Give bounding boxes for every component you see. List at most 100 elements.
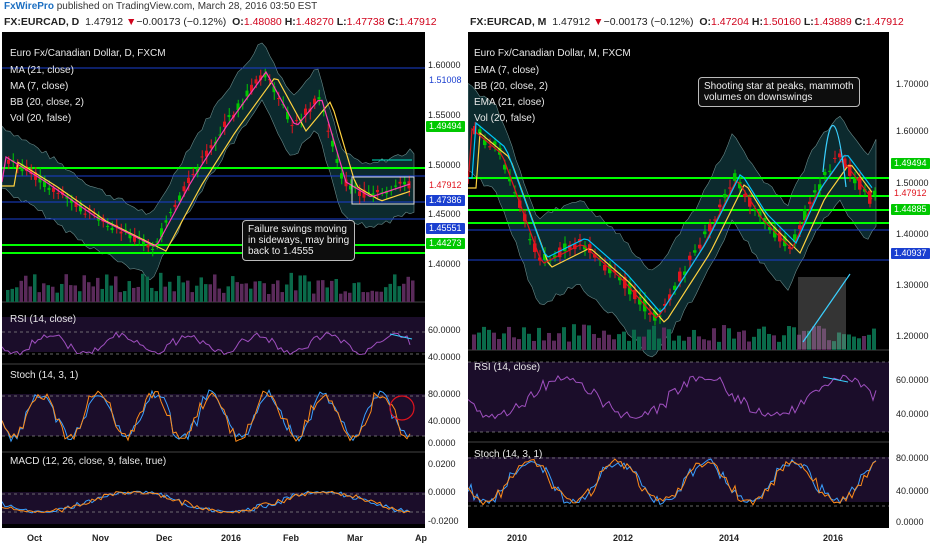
- left-annotation[interactable]: Failure swings moving in sideways, may b…: [242, 220, 356, 261]
- oscillator-line: [2, 389, 411, 443]
- volume-bar: [662, 327, 666, 350]
- candle: [286, 111, 289, 120]
- candle: [588, 244, 592, 253]
- candle: [178, 195, 181, 201]
- volume-bar: [552, 340, 556, 350]
- left-symbol[interactable]: FX:EURCAD, D: [4, 16, 80, 28]
- candle: [868, 190, 872, 204]
- volume-bar: [114, 276, 118, 302]
- volume-bar: [280, 292, 284, 302]
- consolidation-box: [351, 176, 415, 205]
- volume-bar: [136, 286, 140, 302]
- volume-bar: [837, 332, 841, 350]
- volume-bar: [186, 280, 190, 302]
- volume-bar: [622, 331, 626, 350]
- rsi-label[interactable]: RSI (14, close): [10, 314, 77, 325]
- volume-bar: [642, 336, 646, 350]
- candle: [808, 201, 812, 205]
- publisher-link[interactable]: FxWirePro: [4, 1, 54, 12]
- candle: [638, 296, 642, 305]
- volume-bar: [757, 328, 761, 350]
- volume-bar: [123, 291, 127, 302]
- rsi-label[interactable]: RSI (14, close): [474, 362, 541, 373]
- stoch-label[interactable]: Stoch (14, 3, 1): [474, 449, 543, 460]
- candle: [209, 145, 213, 149]
- price-tick: 1.50000: [428, 160, 461, 170]
- time-tick: Dec: [156, 533, 173, 543]
- volume-bar: [235, 282, 239, 302]
- candle: [317, 97, 321, 100]
- close-label: C:: [854, 16, 866, 28]
- right-symbol[interactable]: FX:EURCAD, M: [470, 16, 547, 28]
- candle: [70, 199, 73, 203]
- candle: [573, 243, 577, 250]
- volume-bar: [33, 274, 37, 302]
- macd-label[interactable]: MACD (12, 26, close, 9, false, true): [10, 456, 167, 467]
- candle: [313, 98, 316, 105]
- candle: [793, 234, 797, 243]
- volume-bar: [652, 325, 656, 350]
- volume-bar: [517, 339, 521, 350]
- price-tag: 1.40937: [891, 248, 930, 259]
- volume-bar: [492, 332, 496, 350]
- candle: [227, 115, 231, 118]
- oscillator-line: [468, 458, 877, 506]
- volume-bar: [547, 332, 551, 350]
- right-chart[interactable]: Euro Fx/Canadian Dollar, M, FXCM EMA (7,…: [468, 32, 889, 528]
- study-label[interactable]: EMA (21, close): [474, 97, 545, 108]
- volume-bar: [244, 283, 248, 302]
- candle: [798, 225, 802, 230]
- study-label[interactable]: BB (20, close, 2): [10, 97, 84, 108]
- high-label: H:: [284, 16, 296, 28]
- right-high: 1.50160: [762, 16, 801, 28]
- study-label[interactable]: MA (21, close): [10, 65, 74, 76]
- left-last-price: 1.47912: [85, 16, 124, 28]
- candle: [693, 250, 697, 253]
- candle: [568, 244, 572, 250]
- left-chart-canvas[interactable]: [2, 32, 425, 528]
- volume-bar: [339, 293, 343, 302]
- volume-bar: [542, 340, 546, 350]
- study-label[interactable]: Vol (20, false): [474, 113, 536, 124]
- volume-bar: [6, 289, 10, 302]
- volume-bar: [792, 327, 796, 350]
- volume-bar: [141, 273, 145, 302]
- volume-bar: [361, 292, 365, 302]
- candle: [533, 243, 537, 253]
- volume-bar: [857, 338, 861, 350]
- study-label[interactable]: BB (20, close, 2): [474, 81, 548, 92]
- right-annotation[interactable]: Shooting star at peaks, mammoth volumes …: [698, 77, 860, 107]
- candle: [236, 103, 240, 111]
- stoch-label[interactable]: Stoch (14, 3, 1): [10, 370, 79, 381]
- candle: [272, 86, 276, 93]
- time-axis[interactable]: Oct Nov Dec 2016 Feb Mar Ap 2010 2012 20…: [0, 528, 932, 550]
- stoch-tick: 80.0000: [428, 389, 461, 399]
- volume-bar: [352, 283, 356, 302]
- price-tick: 1.20000: [896, 331, 929, 341]
- volume-bar: [532, 340, 536, 350]
- volume-bar: [312, 293, 316, 302]
- candle: [331, 140, 334, 147]
- right-chart-canvas[interactable]: [468, 32, 889, 528]
- volume-bar: [177, 275, 181, 302]
- peak-arc: [822, 124, 847, 188]
- study-label[interactable]: MA (7, close): [10, 81, 69, 92]
- volume-bar: [612, 339, 616, 350]
- right-price-axis[interactable]: 1.70000 1.60000 1.50000 1.40000 1.30000 …: [889, 32, 932, 528]
- study-label[interactable]: EMA (7, close): [474, 65, 540, 76]
- time-tick: 2012: [613, 533, 634, 543]
- volume-bar: [787, 326, 791, 350]
- left-price-axis[interactable]: 1.60000 1.55000 1.50000 1.45000 1.40000 …: [425, 32, 465, 528]
- oscillator-line: [2, 390, 411, 443]
- volume-bar: [627, 340, 631, 350]
- candle: [553, 255, 557, 258]
- volume-bar: [727, 328, 731, 350]
- volume-bar: [507, 326, 511, 350]
- volume-bar: [607, 334, 611, 350]
- candle: [668, 294, 672, 301]
- candle: [763, 218, 767, 223]
- study-label[interactable]: Vol (20, false): [10, 113, 72, 124]
- candle: [673, 285, 677, 290]
- candle: [398, 181, 402, 184]
- left-chart[interactable]: Euro Fx/Canadian Dollar, D, FXCM MA (21,…: [2, 32, 425, 528]
